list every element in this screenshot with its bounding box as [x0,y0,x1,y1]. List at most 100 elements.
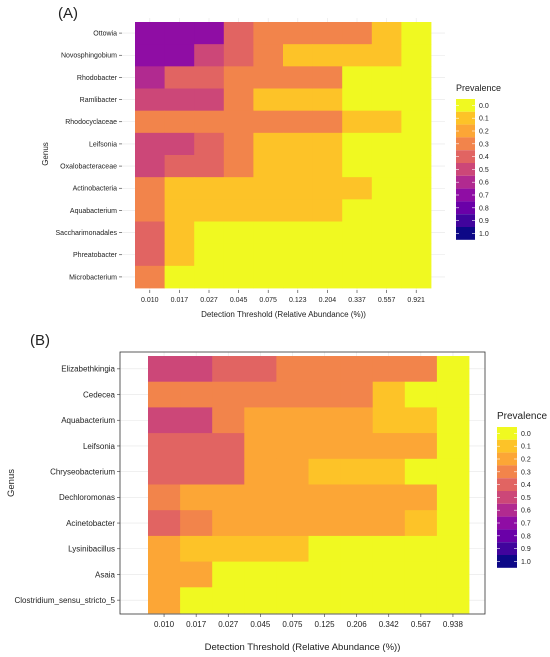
legend-label: 0.6 [479,180,489,187]
y-tick-label: Rhodocyclaceae [65,119,117,126]
heatmap-cell [312,177,343,200]
legend-label: 0.9 [479,218,489,225]
heatmap-cell [223,88,254,112]
heatmap-cell [223,199,254,222]
heatmap-cell [308,407,341,434]
x-tick-label: 0.206 [347,620,368,629]
heatmap-cell [212,535,245,562]
y-tick-label: Novosphingobium [61,53,117,60]
x-tick-label: 0.075 [259,297,277,304]
heatmap-cell [223,110,254,134]
heatmap-cell [436,561,470,588]
heatmap-cell [401,221,432,245]
heatmap-cell [404,510,438,537]
heatmap-cell [164,110,195,134]
heatmap-cell [401,177,432,200]
heatmap-cell [223,243,254,267]
heatmap-cell [372,510,406,537]
heatmap-cell [401,110,432,134]
heatmap-cell [244,561,277,588]
legend-swatch [456,163,475,176]
heatmap-cell [180,510,213,537]
heatmap-cell [180,587,213,614]
x-tick-label: 0.938 [443,620,464,629]
heatmap-cell [164,22,195,45]
x-tick-label: 0.342 [379,620,400,629]
heatmap-cell [283,88,313,112]
heatmap-cell [180,484,213,511]
heatmap-cell [308,535,341,562]
legend-swatch [456,201,475,215]
heatmap-cell [340,356,374,383]
heatmap-cell [212,458,245,485]
heatmap-cell [401,44,432,67]
heatmap-cell [312,199,343,222]
heatmap-cell [342,132,373,156]
legend-label: 0.8 [521,533,531,540]
x-tick-label: 0.075 [282,620,303,629]
heatmap-cell [135,199,165,222]
heatmap-cell [244,381,277,408]
heatmap-cell [223,22,254,45]
heatmap-cell [342,66,373,89]
x-tick-label: 0.017 [186,620,207,629]
x-tick-label: 0.017 [171,297,189,304]
panel-a: (A) Ottowia Novosphingobium Rhodobacter Raml… [41,5,501,319]
heatmap-cell [371,88,402,112]
heatmap-cell [148,535,181,562]
heatmap-cell [212,587,245,614]
y-tick-label: Phreatobacter [73,252,118,259]
legend-swatch [456,150,475,163]
heatmap-cell [223,177,254,200]
heatmap-cell [253,132,284,156]
heatmap-cell [372,458,406,485]
heatmap-cell [135,155,165,178]
heatmap-cell [283,66,313,89]
heatmap-cell [194,44,225,67]
heatmap-cell [194,22,225,45]
heatmap-cell [253,155,284,178]
heatmap-cell [371,243,402,267]
heatmap-cell [312,243,343,267]
heatmap-cell [180,356,213,383]
heatmap-cell [244,587,277,614]
heatmap-cell [401,22,432,45]
heatmap-cell [223,132,254,156]
heatmap-cell [253,177,284,200]
heatmap-cell [194,110,225,134]
heatmap-cell [283,110,313,134]
legend-swatch [456,137,475,151]
legend-label: 0.0 [479,103,489,110]
y-tick-label: Ramlibacter [80,97,118,104]
heatmap-cell [164,265,195,289]
heatmap-cell [340,484,374,511]
legend-label: 0.6 [521,508,531,515]
legend-label: 0.3 [521,469,531,476]
heatmap-cell [212,510,245,537]
legend-swatch [456,214,475,227]
heatmap-cell [164,132,195,156]
heatmap-cell [276,535,309,562]
heatmap-cell [340,381,374,408]
heatmap-cell [436,458,470,485]
heatmap-cell [223,221,254,245]
heatmap-cell [244,484,277,511]
heatmap-cell [253,44,284,67]
heatmap-cell [212,433,245,460]
heatmap-cell [223,265,254,289]
y-tick-label: Acinetobacter [66,519,115,528]
y-tick-label: Clostridium_sensu_stricto_5 [15,596,116,605]
legend-swatch [497,427,517,440]
y-tick-label: Microbacterium [69,274,117,281]
heatmap-cell [312,22,343,45]
heatmap-cell [135,22,165,45]
heatmap-cell [340,433,374,460]
heatmap-cell [371,110,402,134]
legend-label: 0.1 [521,444,531,451]
y-tick-label: Lysinibacillus [68,545,115,554]
heatmap-cell [135,66,165,89]
legend: Prevalence 0.0 0.1 0.2 0.3 0.4 0.5 0.6 0.7 0.8 0.9… [456,83,501,240]
heatmap-cell [372,587,406,614]
heatmap-cell [276,356,309,383]
heatmap-cell [308,484,341,511]
